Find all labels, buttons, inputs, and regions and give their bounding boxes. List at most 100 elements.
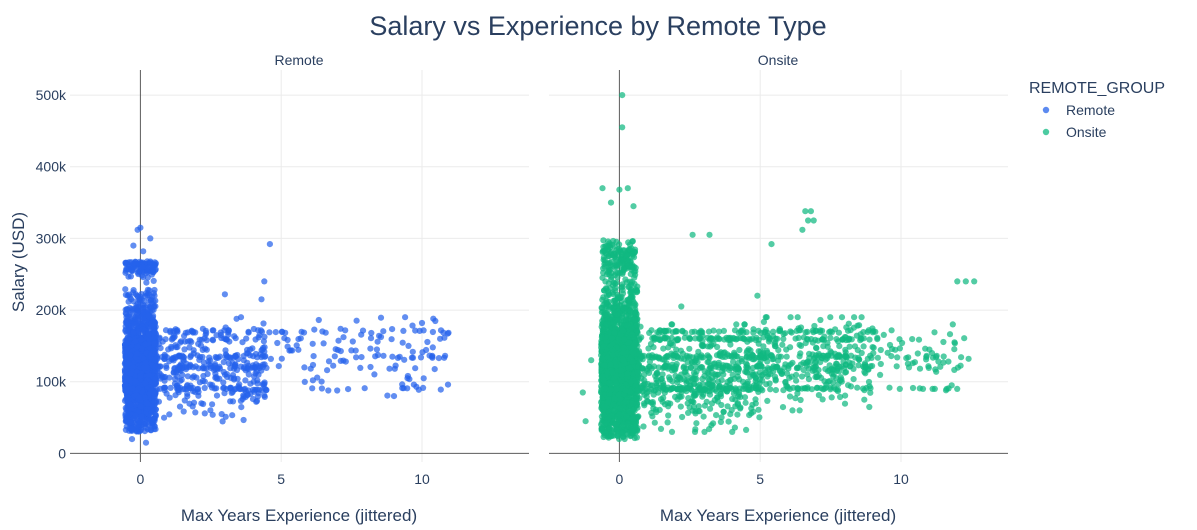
data-point-remote (241, 394, 247, 400)
data-point-remote (178, 338, 184, 344)
data-point-onsite (735, 366, 741, 372)
data-point-onsite (601, 434, 607, 440)
data-point-remote (135, 270, 141, 276)
data-point-remote (130, 385, 136, 391)
data-point-remote (259, 329, 265, 335)
data-point-remote (325, 387, 331, 393)
data-point-remote (286, 348, 292, 354)
data-point-onsite (727, 411, 733, 417)
data-point-remote (262, 394, 268, 400)
data-point-onsite (630, 238, 636, 244)
data-point-remote (220, 385, 226, 391)
data-point-remote (221, 369, 227, 375)
data-point-remote (202, 385, 208, 391)
data-point-remote (166, 411, 172, 417)
data-point-remote (229, 390, 235, 396)
data-point-onsite (658, 426, 664, 432)
data-point-remote (378, 315, 384, 321)
data-point-onsite (634, 316, 640, 322)
data-point-remote (152, 329, 158, 335)
data-point-onsite (627, 308, 633, 314)
data-point-onsite (698, 354, 704, 360)
data-point-onsite (704, 335, 710, 341)
data-point-onsite (610, 289, 616, 295)
data-point-onsite (669, 429, 675, 435)
data-point-onsite (750, 326, 756, 332)
data-point-remote (427, 353, 433, 359)
data-point-onsite (600, 270, 606, 276)
data-point-remote (395, 355, 401, 361)
data-point-onsite (634, 405, 640, 411)
data-point-remote (227, 398, 233, 404)
data-point-remote (172, 381, 178, 387)
data-point-remote (179, 377, 185, 383)
data-point-onsite (659, 376, 665, 382)
data-point-remote (276, 363, 282, 369)
data-point-remote (380, 328, 386, 334)
data-point-remote (368, 330, 374, 336)
data-point-remote (409, 323, 415, 329)
data-point-remote (413, 384, 419, 390)
data-point-onsite (727, 365, 733, 371)
data-point-remote (302, 379, 308, 385)
data-point-remote (213, 355, 219, 361)
data-point-onsite (687, 382, 693, 388)
data-point-onsite (599, 297, 605, 303)
data-point-onsite (701, 373, 707, 379)
data-point-onsite (726, 419, 732, 425)
data-point-remote (158, 345, 164, 351)
data-point-remote (384, 393, 390, 399)
data-point-onsite (603, 243, 609, 249)
data-point-remote (167, 395, 173, 401)
data-point-remote (207, 382, 213, 388)
data-point-onsite (867, 390, 873, 396)
data-point-remote (208, 363, 214, 369)
data-point-onsite (603, 321, 609, 327)
data-point-remote (210, 327, 216, 333)
data-point-remote (348, 347, 354, 353)
data-point-remote (150, 269, 156, 275)
data-point-onsite (677, 384, 683, 390)
data-point-remote (332, 353, 338, 359)
data-point-onsite (718, 419, 724, 425)
data-point-remote (200, 326, 206, 332)
data-point-remote (147, 235, 153, 241)
data-point-remote (180, 386, 186, 392)
data-point-onsite (739, 356, 745, 362)
data-point-remote (345, 386, 351, 392)
data-point-onsite (736, 330, 742, 336)
data-point-remote (144, 269, 150, 275)
data-point-remote (132, 379, 138, 385)
data-point-remote (223, 414, 229, 420)
data-point-remote (253, 336, 259, 342)
data-point-onsite (688, 365, 694, 371)
data-point-onsite (817, 317, 823, 323)
data-point-remote (405, 343, 411, 349)
data-point-remote (247, 381, 253, 387)
data-point-onsite (660, 385, 666, 391)
data-point-onsite (716, 329, 722, 335)
data-point-remote (412, 365, 418, 371)
data-point-remote (127, 419, 133, 425)
data-point-remote (130, 329, 136, 335)
data-point-onsite (620, 284, 626, 290)
data-point-onsite (674, 354, 680, 360)
data-point-remote (205, 371, 211, 377)
data-point-onsite (725, 337, 731, 343)
data-point-onsite (650, 344, 656, 350)
data-point-remote (324, 367, 330, 373)
data-point-remote (393, 363, 399, 369)
data-point-remote (189, 375, 195, 381)
data-point-remote (195, 365, 201, 371)
data-point-onsite (600, 373, 606, 379)
data-point-remote (125, 293, 131, 299)
data-point-remote (421, 375, 427, 381)
data-point-onsite (729, 396, 735, 402)
data-point-onsite (656, 364, 662, 370)
data-point-onsite (641, 372, 647, 378)
data-point-remote (334, 387, 340, 393)
data-point-onsite (674, 328, 680, 334)
data-point-remote (314, 375, 320, 381)
data-point-remote (168, 344, 174, 350)
